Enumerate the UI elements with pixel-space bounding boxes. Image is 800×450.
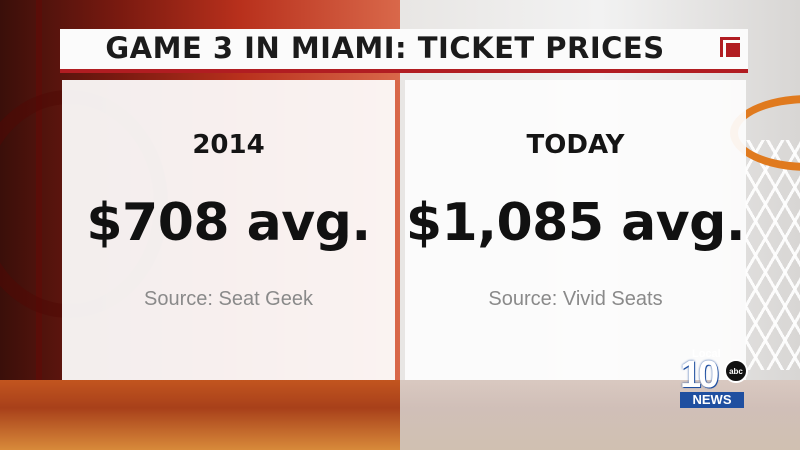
average-price: $1,085 avg. [405, 193, 746, 253]
station-logo: Local 10 abc NEWS [680, 348, 748, 408]
station-logo-number: 10 [680, 354, 719, 396]
station-logo-news: NEWS [680, 392, 744, 408]
panel-2014: 2014 $708 avg. Source: Seat Geek [62, 80, 395, 380]
panel-label: 2014 [192, 130, 265, 160]
title-bar: GAME 3 IN MIAMI: TICKET PRICES [60, 29, 748, 73]
abc-network-icon: abc [724, 359, 748, 383]
station-logo-local: Local [692, 348, 721, 360]
price-source: Source: Vivid Seats [488, 288, 663, 310]
court-floor-shade [400, 380, 800, 450]
panel-label: TODAY [526, 130, 625, 160]
corner-accent-icon [720, 37, 740, 57]
graphic-title: GAME 3 IN MIAMI: TICKET PRICES [105, 31, 665, 65]
price-source: Source: Seat Geek [144, 288, 313, 310]
panel-today: TODAY $1,085 avg. Source: Vivid Seats [405, 80, 746, 380]
basketball-net-graphic [745, 140, 800, 370]
average-price: $708 avg. [86, 193, 371, 253]
